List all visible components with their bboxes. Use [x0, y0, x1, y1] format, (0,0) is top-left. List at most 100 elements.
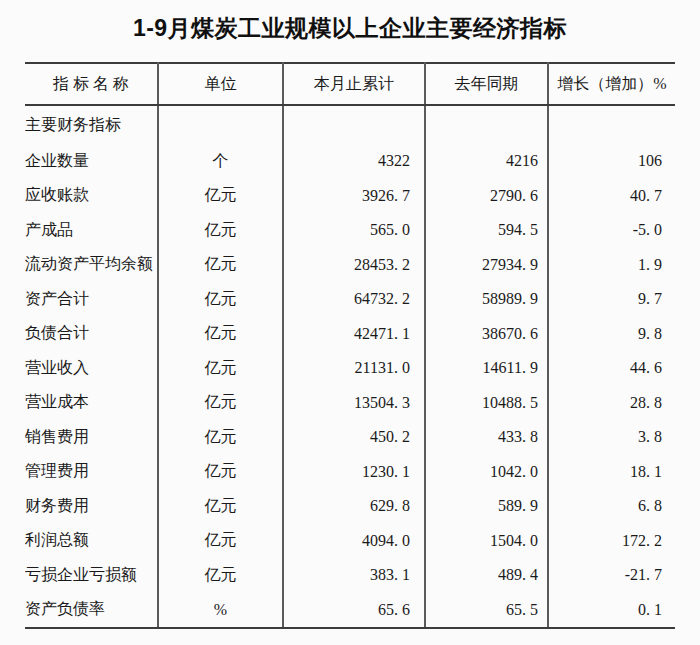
- indicator-name-cell: 产成品: [25, 213, 158, 248]
- last-year-value-cell: 58989. 9: [425, 282, 548, 317]
- unit-cell: 亿元: [158, 420, 283, 455]
- section-row: 主要财务指标: [25, 105, 675, 144]
- cumulative-value-cell: 629. 8: [283, 489, 425, 524]
- unit-cell: 亿元: [158, 524, 283, 559]
- table-row: 企业数量个43224216106: [25, 144, 675, 179]
- cumulative-value-cell: 4322: [283, 144, 425, 179]
- last-year-value-cell: 1042. 0: [425, 455, 548, 490]
- table-row: 财务费用亿元629. 8589. 96. 8: [25, 489, 675, 524]
- unit-cell: 亿元: [158, 179, 283, 214]
- economic-indicators-table: 指 标 名 称 单位 本月止累计 去年同期 增长（增加）% 主要财务指标 企业数…: [25, 62, 675, 629]
- table-row: 亏损企业亏损额亿元383. 1489. 4-21. 7: [25, 558, 675, 593]
- last-year-value-cell: 433. 8: [425, 420, 548, 455]
- table-row: 利润总额亿元4094. 01504. 0172. 2: [25, 524, 675, 559]
- page-title: 1-9月煤炭工业规模以上企业主要经济指标: [0, 0, 700, 44]
- col-header-month-cumulative: 本月止累计: [283, 63, 425, 105]
- table-row: 应收账款亿元3926. 72790. 640. 7: [25, 179, 675, 214]
- col-header-unit: 单位: [158, 63, 283, 105]
- growth-value-cell: 18. 1: [548, 455, 675, 490]
- unit-cell: 亿元: [158, 558, 283, 593]
- indicator-name-cell: 利润总额: [25, 524, 158, 559]
- growth-value-cell: 3. 8: [548, 420, 675, 455]
- indicator-name-cell: 资产合计: [25, 282, 158, 317]
- growth-value-cell: 172. 2: [548, 524, 675, 559]
- cumulative-value-cell: 565. 0: [283, 213, 425, 248]
- unit-cell: 亿元: [158, 248, 283, 283]
- col-header-indicator-name: 指 标 名 称: [25, 63, 158, 105]
- last-year-value-cell: 14611. 9: [425, 351, 548, 386]
- indicator-name-cell: 管理费用: [25, 455, 158, 490]
- table-row: 管理费用亿元1230. 11042. 018. 1: [25, 455, 675, 490]
- col-header-growth-percent: 增长（增加）%: [548, 63, 675, 105]
- growth-value-cell: -21. 7: [548, 558, 675, 593]
- indicator-name-cell: 亏损企业亏损额: [25, 558, 158, 593]
- indicator-name-cell: 营业收入: [25, 351, 158, 386]
- last-year-value-cell: 594. 5: [425, 213, 548, 248]
- cumulative-value-cell: 28453. 2: [283, 248, 425, 283]
- last-year-value-cell: 10488. 5: [425, 386, 548, 421]
- indicator-name-cell: 企业数量: [25, 144, 158, 179]
- table-row: 流动资产平均余额亿元28453. 227934. 91. 9: [25, 248, 675, 283]
- cumulative-value-cell: 1230. 1: [283, 455, 425, 490]
- indicator-name-cell: 营业成本: [25, 386, 158, 421]
- empty-cell: [425, 105, 548, 144]
- cumulative-value-cell: 21131. 0: [283, 351, 425, 386]
- indicator-name-cell: 流动资产平均余额: [25, 248, 158, 283]
- unit-cell: 亿元: [158, 351, 283, 386]
- indicator-name-cell: 资产负债率: [25, 593, 158, 629]
- last-year-value-cell: 4216: [425, 144, 548, 179]
- table-row: 营业成本亿元13504. 310488. 528. 8: [25, 386, 675, 421]
- last-year-value-cell: 589. 9: [425, 489, 548, 524]
- table-row: 资产合计亿元64732. 258989. 99. 7: [25, 282, 675, 317]
- cumulative-value-cell: 450. 2: [283, 420, 425, 455]
- growth-value-cell: 9. 8: [548, 317, 675, 352]
- cumulative-value-cell: 65. 6: [283, 593, 425, 629]
- growth-value-cell: 6. 8: [548, 489, 675, 524]
- growth-value-cell: 0. 1: [548, 593, 675, 629]
- unit-cell: %: [158, 593, 283, 629]
- col-header-last-year-same-period: 去年同期: [425, 63, 548, 105]
- unit-cell: 亿元: [158, 213, 283, 248]
- indicator-name-cell: 应收账款: [25, 179, 158, 214]
- last-year-value-cell: 1504. 0: [425, 524, 548, 559]
- growth-value-cell: 40. 7: [548, 179, 675, 214]
- growth-value-cell: 1. 9: [548, 248, 675, 283]
- cumulative-value-cell: 3926. 7: [283, 179, 425, 214]
- unit-cell: 亿元: [158, 282, 283, 317]
- unit-cell: 亿元: [158, 455, 283, 490]
- cumulative-value-cell: 64732. 2: [283, 282, 425, 317]
- last-year-value-cell: 489. 4: [425, 558, 548, 593]
- last-year-value-cell: 65. 5: [425, 593, 548, 629]
- growth-value-cell: 106: [548, 144, 675, 179]
- last-year-value-cell: 2790. 6: [425, 179, 548, 214]
- cumulative-value-cell: 42471. 1: [283, 317, 425, 352]
- growth-value-cell: -5. 0: [548, 213, 675, 248]
- table-row: 负债合计亿元42471. 138670. 69. 8: [25, 317, 675, 352]
- cumulative-value-cell: 4094. 0: [283, 524, 425, 559]
- indicator-name-cell: 财务费用: [25, 489, 158, 524]
- growth-value-cell: 44. 6: [548, 351, 675, 386]
- unit-cell: 个: [158, 144, 283, 179]
- table-row: 营业收入亿元21131. 014611. 944. 6: [25, 351, 675, 386]
- indicator-name-cell: 销售费用: [25, 420, 158, 455]
- table-row: 产成品亿元565. 0594. 5-5. 0: [25, 213, 675, 248]
- cumulative-value-cell: 383. 1: [283, 558, 425, 593]
- cumulative-value-cell: 13504. 3: [283, 386, 425, 421]
- growth-value-cell: 28. 8: [548, 386, 675, 421]
- header-row: 指 标 名 称 单位 本月止累计 去年同期 增长（增加）%: [25, 63, 675, 105]
- empty-cell: [158, 105, 283, 144]
- last-year-value-cell: 27934. 9: [425, 248, 548, 283]
- indicator-name-cell: 负债合计: [25, 317, 158, 352]
- unit-cell: 亿元: [158, 489, 283, 524]
- empty-cell: [283, 105, 425, 144]
- page: 1-9月煤炭工业规模以上企业主要经济指标 指 标 名 称 单位 本月止累计 去年…: [0, 0, 700, 44]
- section-header-label: 主要财务指标: [25, 105, 158, 144]
- last-year-value-cell: 38670. 6: [425, 317, 548, 352]
- empty-cell: [548, 105, 675, 144]
- table-row: 销售费用亿元450. 2433. 83. 8: [25, 420, 675, 455]
- unit-cell: 亿元: [158, 317, 283, 352]
- growth-value-cell: 9. 7: [548, 282, 675, 317]
- unit-cell: 亿元: [158, 386, 283, 421]
- table-body: 主要财务指标 企业数量个43224216106应收账款亿元3926. 72790…: [25, 105, 675, 628]
- table-row: 资产负债率%65. 665. 50. 1: [25, 593, 675, 629]
